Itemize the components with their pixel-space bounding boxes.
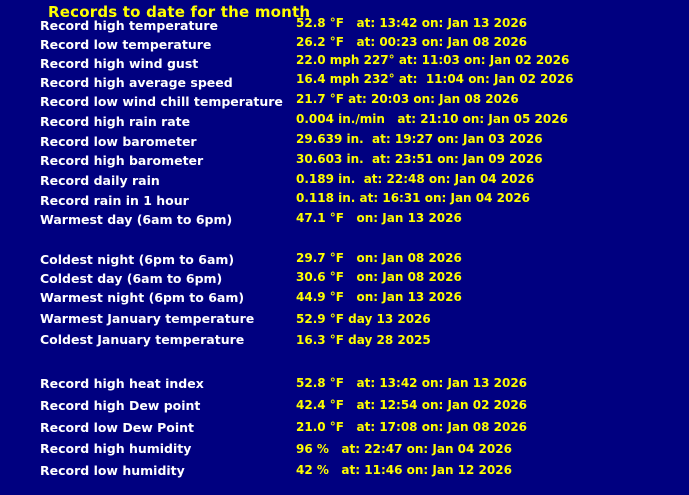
record-label: Warmest January temperature: [40, 311, 255, 326]
record-label: Record high Dew point: [40, 398, 201, 413]
record-value: 0.004 in./min at: 21:10 on: Jan 05 2026: [296, 112, 568, 126]
record-label: Record high temperature: [40, 18, 218, 33]
record-label: Record low wind chill temperature: [40, 94, 283, 109]
record-value: 52.8 °F at: 13:42 on: Jan 13 2026: [296, 16, 528, 30]
record-label: Warmest day (6am to 6pm): [40, 212, 233, 227]
record-value: 96 % at: 22:47 on: Jan 04 2026: [296, 442, 512, 456]
record-value: 0.118 in. at: 16:31 on: Jan 04 2026: [296, 191, 531, 205]
record-label: Record low Dew Point: [40, 420, 194, 435]
record-value: 26.2 °F at: 00:23 on: Jan 08 2026: [296, 35, 528, 49]
record-label: Record low humidity: [40, 463, 185, 478]
record-value: 21.0 °F at: 17:08 on: Jan 08 2026: [296, 420, 528, 434]
record-label: Record daily rain: [40, 173, 160, 188]
record-label: Coldest day (6am to 6pm): [40, 271, 223, 286]
record-value: 52.8 °F at: 13:42 on: Jan 13 2026: [296, 376, 528, 390]
record-value: 22.0 mph 227° at: 11:03 on: Jan 02 2026: [296, 53, 570, 67]
record-label: Record high humidity: [40, 441, 192, 456]
record-label: Record low temperature: [40, 37, 212, 52]
record-value: 16.3 °F day 28 2025: [296, 333, 431, 347]
record-label: Record high barometer: [40, 153, 204, 168]
page-title: Records to date for the month: [48, 3, 311, 21]
record-value: 42.4 °F at: 12:54 on: Jan 02 2026: [296, 398, 528, 412]
record-label: Warmest night (6pm to 6am): [40, 290, 245, 305]
record-label: Coldest January temperature: [40, 332, 245, 347]
record-label: Record high wind gust: [40, 56, 199, 71]
record-label: Record rain in 1 hour: [40, 193, 189, 208]
record-value: 0.189 in. at: 22:48 on: Jan 04 2026: [296, 172, 535, 186]
record-value: 29.639 in. at: 19:27 on: Jan 03 2026: [296, 132, 543, 146]
record-value: 16.4 mph 232° at: 11:04 on: Jan 02 2026: [296, 72, 574, 86]
record-value: 21.7 °F at: 20:03 on: Jan 08 2026: [296, 92, 519, 106]
record-value: 30.6 °F on: Jan 08 2026: [296, 270, 462, 284]
record-label: Record low barometer: [40, 134, 197, 149]
record-label: Coldest night (6pm to 6am): [40, 252, 235, 267]
record-value: 47.1 °F on: Jan 13 2026: [296, 211, 462, 225]
record-value: 52.9 °F day 13 2026: [296, 312, 431, 326]
record-value: 42 % at: 11:46 on: Jan 12 2026: [296, 463, 512, 477]
record-value: 44.9 °F on: Jan 13 2026: [296, 290, 462, 304]
record-label: Record high average speed: [40, 75, 233, 90]
record-label: Record high rain rate: [40, 114, 191, 129]
record-label: Record high heat index: [40, 376, 204, 391]
record-value: 30.603 in. at: 23:51 on: Jan 09 2026: [296, 152, 543, 166]
record-value: 29.7 °F on: Jan 08 2026: [296, 251, 462, 265]
